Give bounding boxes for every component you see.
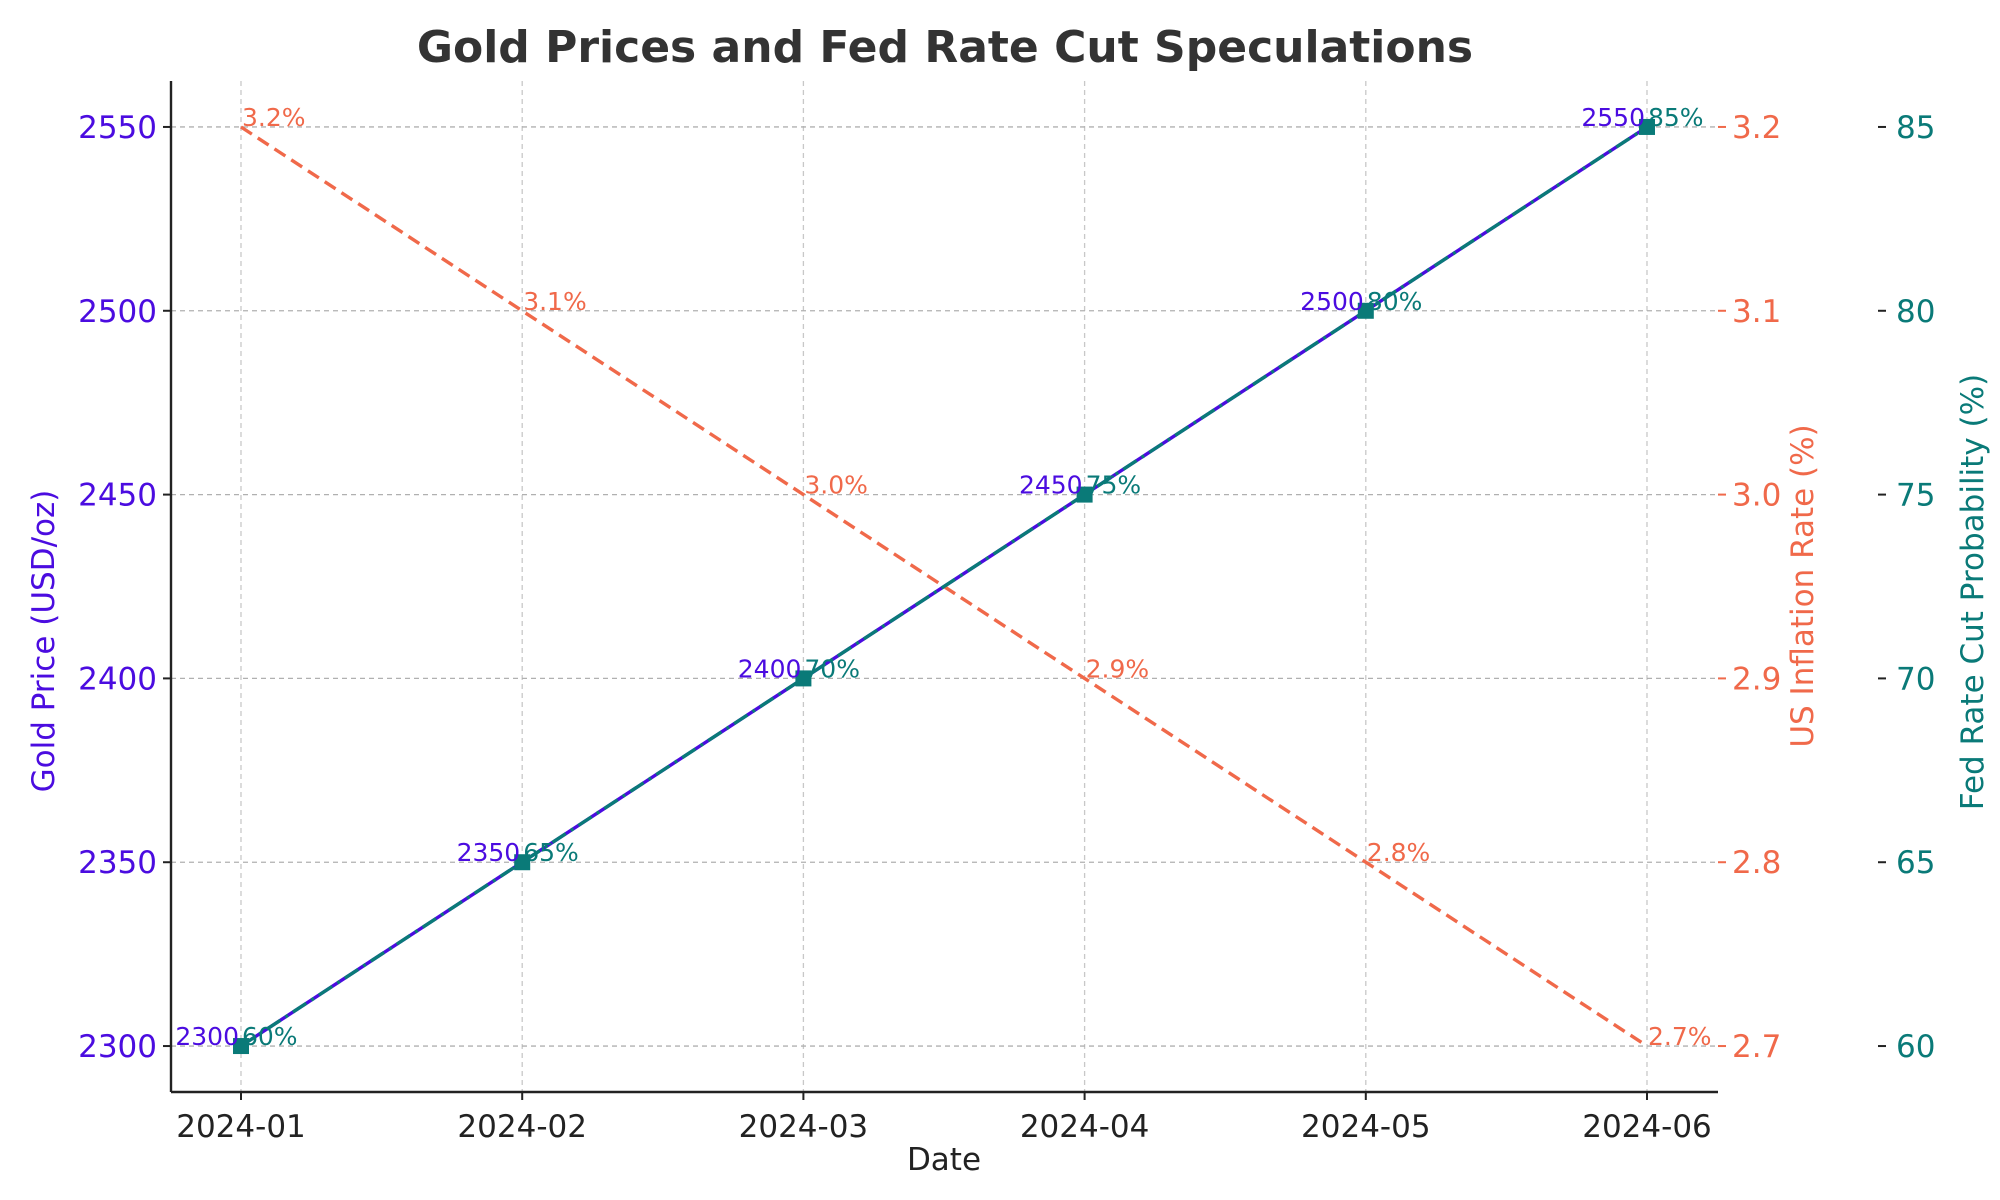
data-label-left: 2400 — [738, 654, 802, 683]
data-label-right1: 3.2% — [242, 103, 306, 132]
inflation-tick-label: 3.1 — [1732, 294, 1781, 330]
data-label-left: 2550 — [1581, 103, 1645, 132]
probability-tick-label: 70 — [1896, 661, 1935, 697]
probability-tick-label: 60 — [1896, 1029, 1935, 1065]
series-point-right2 — [1639, 118, 1655, 135]
inflation-tick-label: 2.7 — [1732, 1029, 1781, 1065]
grid-layer — [171, 81, 1718, 1092]
series-point-right2 — [795, 670, 812, 687]
data-label-right1: 2.9% — [1086, 654, 1150, 683]
x-tick-label: 2024-03 — [739, 1109, 869, 1145]
series-point-right2 — [1076, 486, 1093, 503]
x-tick-label: 2024-06 — [1582, 1109, 1712, 1145]
axes-layer: 2024-01 2024-02 2024-03 2024-04 2024-05 2024-… — [78, 81, 1935, 1145]
data-label-left: 2300 — [175, 1022, 239, 1051]
data-label-left: 2500 — [1300, 287, 1364, 316]
x-tick-label: 2024-05 — [1301, 1109, 1431, 1145]
data-label-left: 2450 — [1019, 471, 1083, 500]
data-label-right2: 65% — [523, 838, 579, 867]
left-tick-label: 2550 — [78, 110, 157, 146]
left-tick-label: 2400 — [78, 661, 157, 697]
data-label-right1: 2.8% — [1367, 838, 1431, 867]
data-label-right1: 2.7% — [1648, 1022, 1712, 1051]
data-label-right2: 75% — [1086, 471, 1142, 500]
probability-axis-label: Fed Rate Cut Probability (%) — [1955, 374, 1991, 810]
data-label-right2: 70% — [804, 654, 860, 683]
data-label-left: 2350 — [457, 838, 521, 867]
inflation-tick-label: 3.2 — [1732, 110, 1781, 146]
data-label-right1: 3.0% — [804, 471, 868, 500]
data-label-right2: 60% — [242, 1022, 298, 1051]
labels-layer: 2300 2350 2400 2450 2500 2550 3.2% 3.1% 3.0% 2.9%… — [175, 103, 1711, 1051]
left-tick-label: 2300 — [78, 1029, 157, 1065]
data-label-right2: 85% — [1648, 103, 1704, 132]
inflation-tick-label: 2.8 — [1732, 845, 1781, 881]
x-tick-label: 2024-04 — [1020, 1109, 1150, 1145]
left-tick-label: 2450 — [78, 478, 157, 514]
series-point-right2 — [233, 1038, 249, 1055]
series-layer — [233, 118, 1655, 1055]
probability-tick-label: 85 — [1896, 110, 1935, 146]
chart-title: Gold Prices and Fed Rate Cut Speculation… — [417, 22, 1473, 73]
left-tick-label: 2350 — [78, 845, 157, 881]
inflation-tick-label: 2.9 — [1732, 661, 1781, 697]
inflation-tick-label: 3.0 — [1732, 478, 1781, 514]
left-tick-label: 2500 — [78, 294, 157, 330]
series-point-right2 — [1357, 302, 1374, 319]
series-line-right2 — [240, 125, 1648, 1048]
data-label-right2: 80% — [1367, 287, 1423, 316]
probability-tick-label: 65 — [1896, 845, 1935, 881]
probability-tick-label: 75 — [1896, 478, 1935, 514]
left-axis-label: Gold Price (USD/oz) — [26, 490, 62, 793]
x-axis-label: Date — [907, 1142, 981, 1178]
inflation-axis-label: US Inflation Rate (%) — [1785, 424, 1821, 747]
data-label-right1: 3.1% — [523, 287, 587, 316]
x-tick-label: 2024-02 — [457, 1109, 587, 1145]
probability-tick-label: 80 — [1896, 294, 1935, 330]
series-point-right2 — [514, 854, 531, 871]
x-tick-label: 2024-01 — [176, 1109, 306, 1145]
